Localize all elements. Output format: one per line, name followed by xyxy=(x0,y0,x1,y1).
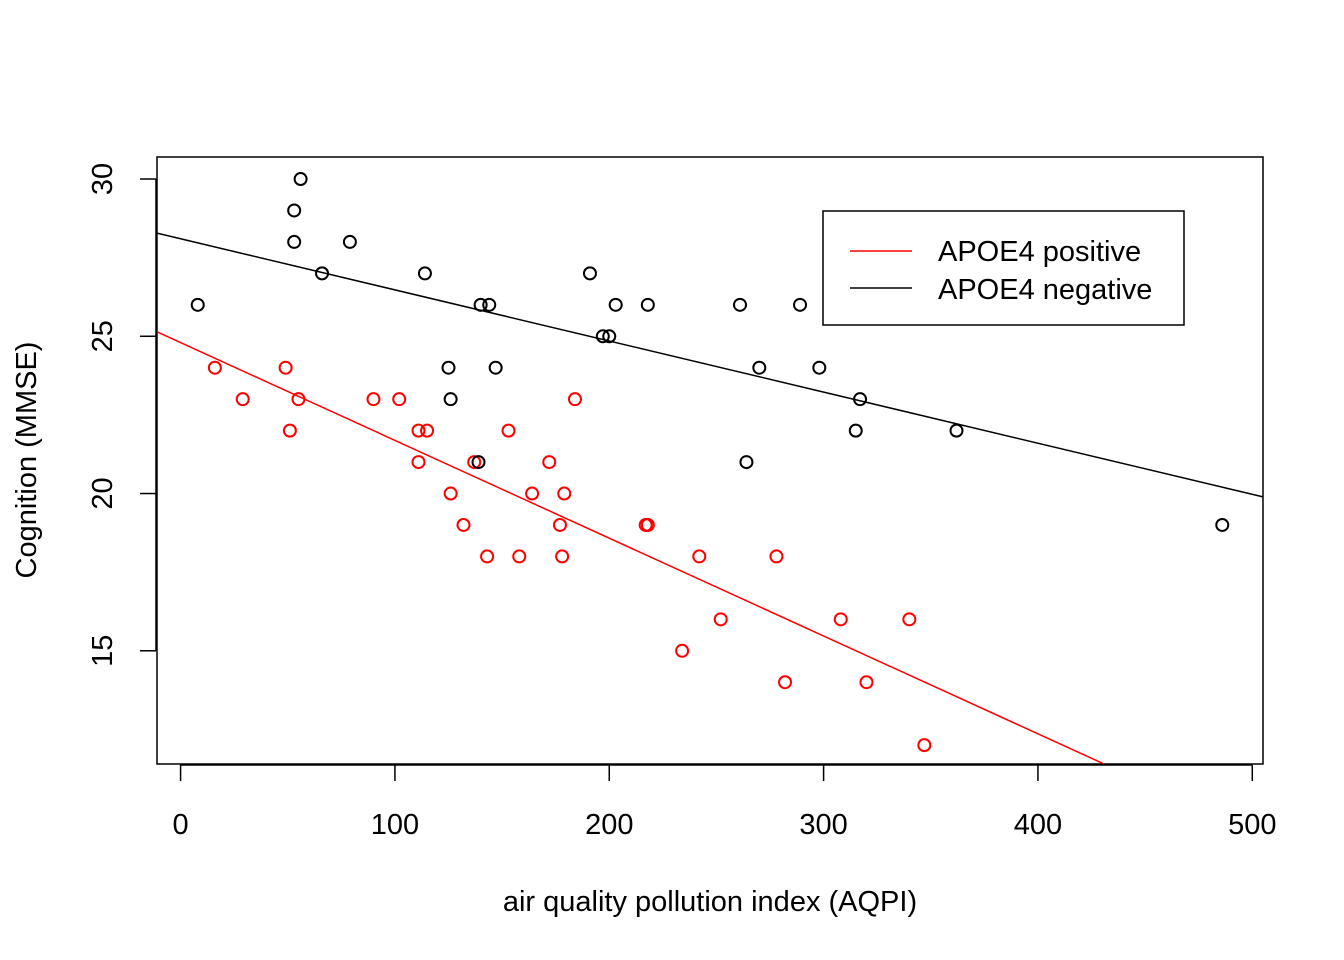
data-points xyxy=(190,172,1230,753)
point-apoe4-positive xyxy=(366,392,381,407)
point-apoe4-positive xyxy=(567,392,582,407)
point-apoe4-positive xyxy=(443,486,458,501)
point-apoe4-negative xyxy=(949,423,964,438)
point-apoe4-negative xyxy=(602,329,617,344)
point-apoe4-negative xyxy=(793,297,808,312)
y-tick-label: 30 xyxy=(87,163,119,195)
point-apoe4-negative xyxy=(190,297,205,312)
legend: APOE4 positive APOE4 negative xyxy=(822,210,1185,326)
x-axis: 0 100 200 300 400 500 xyxy=(173,764,1276,841)
legend-box xyxy=(822,210,1185,326)
point-apoe4-positive xyxy=(480,549,495,564)
point-apoe4-positive xyxy=(411,423,426,438)
point-apoe4-positive xyxy=(207,360,222,375)
point-apoe4-positive xyxy=(778,675,793,690)
point-apoe4-positive xyxy=(501,423,516,438)
point-apoe4-positive xyxy=(235,392,250,407)
x-tick-label: 100 xyxy=(371,809,419,841)
point-apoe4-negative xyxy=(417,266,432,281)
y-tick-label: 25 xyxy=(87,320,119,352)
point-apoe4-negative xyxy=(739,455,754,470)
point-apoe4-positive xyxy=(411,455,426,470)
point-apoe4-negative xyxy=(595,329,610,344)
point-apoe4-positive xyxy=(456,517,471,532)
point-apoe4-negative xyxy=(471,455,486,470)
point-apoe4-positive xyxy=(525,486,540,501)
point-apoe4-positive xyxy=(467,455,482,470)
plot-frame xyxy=(156,156,1264,765)
point-apoe4-negative xyxy=(342,234,357,249)
y-tick-label: 15 xyxy=(87,635,119,667)
x-tick-label: 400 xyxy=(1014,809,1062,841)
point-apoe4-negative xyxy=(812,360,827,375)
point-apoe4-negative xyxy=(608,297,623,312)
legend-label-apoe4-positive: APOE4 positive xyxy=(938,236,1141,268)
point-apoe4-positive xyxy=(282,423,297,438)
point-apoe4-positive xyxy=(859,675,874,690)
x-tick-label: 500 xyxy=(1228,809,1276,841)
y-tick-label: 20 xyxy=(87,477,119,509)
point-apoe4-negative xyxy=(733,297,748,312)
point-apoe4-positive xyxy=(769,549,784,564)
point-apoe4-positive xyxy=(542,455,557,470)
point-apoe4-positive xyxy=(392,392,407,407)
point-apoe4-positive xyxy=(692,549,707,564)
point-apoe4-positive xyxy=(291,392,306,407)
point-apoe4-negative xyxy=(640,297,655,312)
point-apoe4-positive xyxy=(833,612,848,627)
point-apoe4-positive xyxy=(902,612,917,627)
point-apoe4-negative xyxy=(287,234,302,249)
point-apoe4-negative xyxy=(752,360,767,375)
x-tick-label: 0 xyxy=(173,809,189,841)
point-apoe4-negative xyxy=(482,297,497,312)
point-apoe4-negative xyxy=(293,172,308,187)
point-apoe4-positive xyxy=(713,612,728,627)
point-apoe4-negative xyxy=(287,203,302,218)
point-apoe4-negative xyxy=(848,423,863,438)
point-apoe4-positive xyxy=(512,549,527,564)
point-apoe4-positive xyxy=(278,360,293,375)
y-axis-title: Cognition (MMSE) xyxy=(11,342,43,579)
point-apoe4-negative xyxy=(443,392,458,407)
point-apoe4-positive xyxy=(640,517,655,532)
x-tick-label: 200 xyxy=(585,809,633,841)
x-tick-label: 300 xyxy=(799,809,847,841)
point-apoe4-positive xyxy=(675,643,690,658)
fit-line-apoe4-negative xyxy=(156,232,1264,498)
point-apoe4-negative xyxy=(488,360,503,375)
point-apoe4-negative xyxy=(1215,517,1230,532)
fit-lines xyxy=(156,232,1264,765)
point-apoe4-positive xyxy=(557,486,572,501)
x-axis-title: air quality pollution index (AQPI) xyxy=(503,886,917,918)
point-apoe4-positive xyxy=(552,517,567,532)
point-apoe4-negative xyxy=(473,297,488,312)
y-axis: 15 20 25 30 xyxy=(87,163,157,667)
point-apoe4-negative xyxy=(582,266,597,281)
legend-label-apoe4-negative: APOE4 negative xyxy=(938,274,1152,306)
fit-line-apoe4-positive xyxy=(156,331,1105,765)
point-apoe4-negative xyxy=(441,360,456,375)
point-apoe4-positive xyxy=(555,549,570,564)
point-apoe4-negative xyxy=(853,392,868,407)
point-apoe4-negative xyxy=(315,266,330,281)
point-apoe4-positive xyxy=(420,423,435,438)
point-apoe4-positive xyxy=(917,738,932,753)
